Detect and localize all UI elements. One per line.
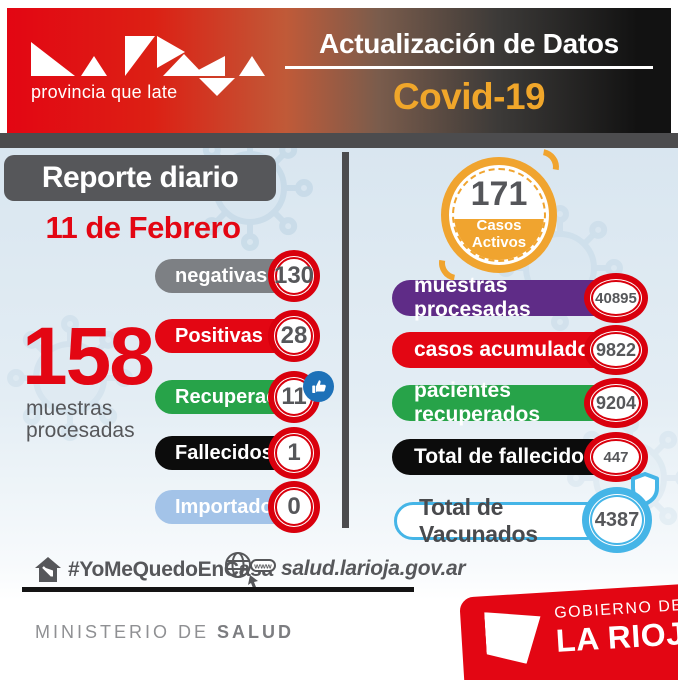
samples-total-label: muestras procesadas bbox=[26, 397, 135, 443]
vaccinated-value: 4387 bbox=[594, 508, 640, 531]
vaccinated-circle: 4387 bbox=[582, 487, 652, 553]
logo-tagline: provincia que late bbox=[31, 82, 178, 102]
ministry-label: MINISTERIO DE SALUD bbox=[35, 622, 294, 643]
total-pill-casos-acumulados: casos acumulados bbox=[392, 332, 618, 368]
total-pill-muestras-procesadas: muestras procesadas bbox=[392, 274, 618, 321]
active-cases-label: Casos Activos bbox=[449, 217, 549, 251]
stat-circle-negativas: 130 bbox=[268, 250, 320, 302]
active-label-line1: Casos bbox=[476, 217, 522, 234]
header-underline bbox=[285, 66, 653, 69]
stat-value-importados: 0 bbox=[287, 493, 301, 520]
samples-label-line2: procesadas bbox=[26, 419, 135, 443]
svg-text:www: www bbox=[253, 562, 272, 571]
website-globe-icon: www bbox=[225, 552, 276, 588]
active-cases-bottom-fill bbox=[454, 218, 544, 260]
samples-label-line1: muestras bbox=[26, 397, 113, 420]
header-banner: provincia que late Actualización de Dato… bbox=[7, 8, 671, 133]
header-title: Actualización de Datos bbox=[319, 28, 619, 59]
active-cases-value: 171 bbox=[470, 175, 528, 213]
total-pill-pacientes-recuperados: pacientes recuperados bbox=[392, 379, 618, 426]
header-title-block: Actualización de Datos Covid-19 bbox=[285, 28, 653, 118]
active-cases-inner bbox=[452, 168, 546, 262]
total-value-total-fallecidos: 447 bbox=[603, 448, 629, 466]
stat-value-positivas: 28 bbox=[280, 322, 308, 349]
government-line2: LA RIOJA bbox=[554, 613, 678, 659]
stat-value-recuperados: 11 bbox=[281, 383, 307, 410]
total-value-muestras-procesadas: 40895 bbox=[595, 289, 637, 307]
panel-divider bbox=[342, 152, 349, 528]
total-value-casos-acumulados: 9822 bbox=[595, 339, 637, 360]
report-title-badge: Reporte diario bbox=[4, 155, 276, 201]
header-subtitle: Covid-19 bbox=[392, 76, 546, 117]
active-cases-badge: 171 Casos Activos bbox=[431, 141, 567, 289]
active-label-line2: Activos bbox=[471, 233, 527, 251]
thumbs-up-icon bbox=[303, 371, 334, 402]
stay-home-icon bbox=[35, 557, 61, 582]
ministry-prefix: MINISTERIO DE bbox=[35, 622, 210, 642]
government-triangle-icon bbox=[484, 609, 543, 666]
stat-value-fallecidos: 1 bbox=[287, 439, 301, 466]
website-url: salud.larioja.gov.ar bbox=[281, 557, 466, 580]
total-pill-total-fallecidos: Total de fallecidos bbox=[392, 439, 618, 475]
stat-circle-positivas: 28 bbox=[268, 310, 320, 362]
vaccinated-pill: Total de Vacunados bbox=[394, 494, 606, 547]
report-date: 11 de Febrero bbox=[45, 210, 241, 245]
stat-circle-importados: 0 bbox=[268, 481, 320, 533]
total-circle-pacientes-recuperados: 9204 bbox=[584, 378, 648, 428]
la-rioja-logo-icon bbox=[31, 36, 265, 96]
total-circle-casos-acumulados: 9822 bbox=[584, 325, 648, 375]
total-value-pacientes-recuperados: 9204 bbox=[595, 392, 637, 413]
stat-value-negativas: 130 bbox=[273, 262, 315, 289]
samples-total-value: 158 bbox=[22, 311, 155, 402]
total-circle-muestras-procesadas: 40895 bbox=[584, 273, 648, 323]
header-separator-band bbox=[0, 133, 678, 148]
hashtag-text: #YoMeQuedoEnCasa bbox=[68, 558, 273, 581]
stat-circle-fallecidos: 1 bbox=[268, 427, 320, 479]
footer-divider-line bbox=[22, 587, 414, 592]
ministry-bold: SALUD bbox=[217, 622, 295, 642]
total-circle-total-fallecidos: 447 bbox=[584, 432, 648, 482]
government-ribbon: GOBIERNO DE LA RIOJA bbox=[459, 582, 678, 680]
government-text: GOBIERNO DE LA RIOJA bbox=[554, 597, 678, 659]
